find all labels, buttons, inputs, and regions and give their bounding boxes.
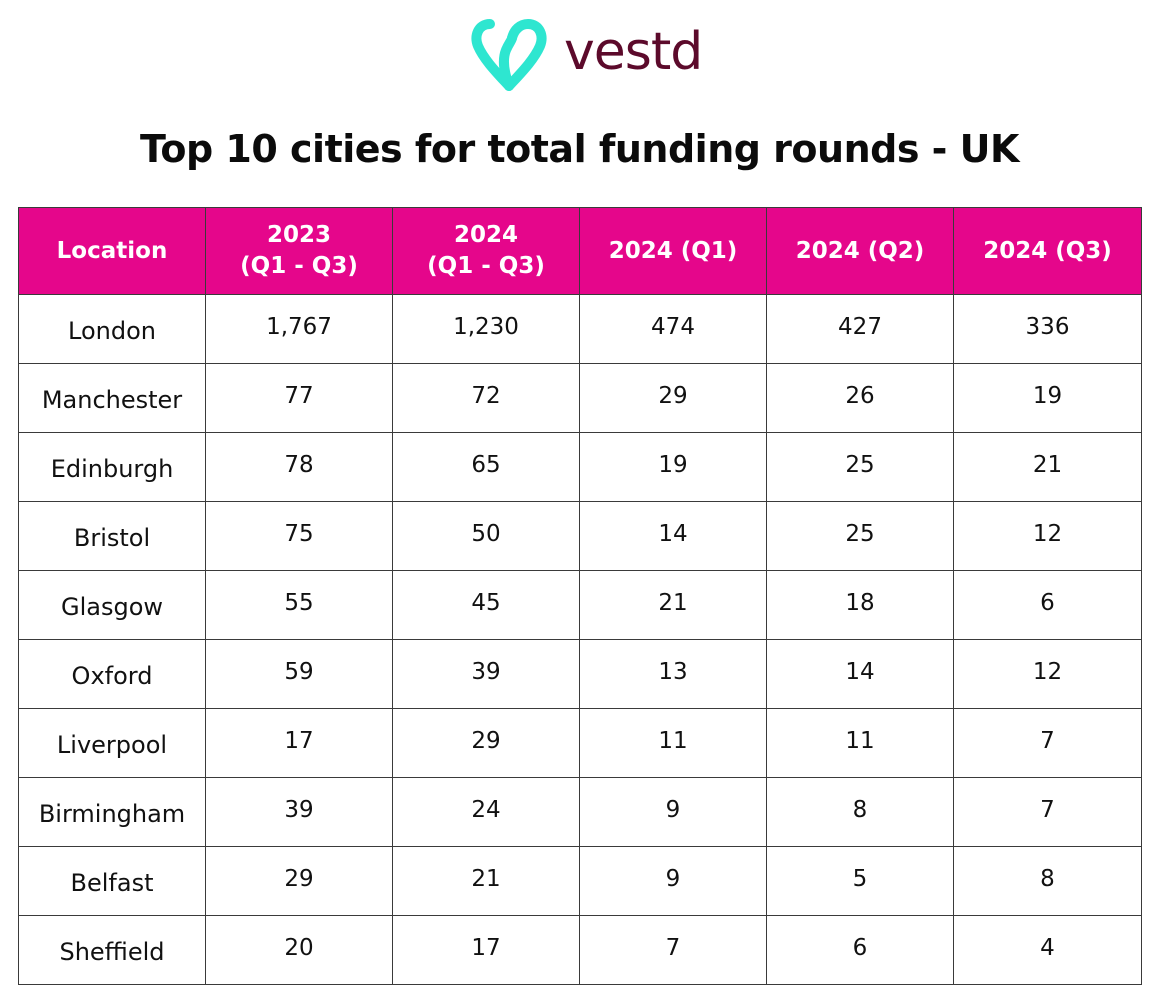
column-header: Location <box>18 207 206 295</box>
column-header-label: 2024 (Q1) <box>608 237 738 264</box>
column-header-label: 2023 <box>266 222 331 248</box>
value-cell: 39 <box>205 777 393 847</box>
column-header: 2024 (Q2) <box>766 207 954 295</box>
value-cell: 427 <box>766 294 954 364</box>
value-cell: 1,230 <box>392 294 580 364</box>
column-header: 2024 (Q3) <box>953 207 1142 295</box>
table-row: Birmingham 39 24 9 8 7 <box>18 777 1142 847</box>
value-cell: 7 <box>579 915 767 985</box>
location-cell: Bristol <box>18 501 206 571</box>
table-row: Bristol 75 50 14 25 12 <box>18 501 1142 571</box>
table-row: Belfast 29 21 9 5 8 <box>18 846 1142 916</box>
value-cell: 25 <box>766 501 954 571</box>
column-header: 2024 (Q1) <box>579 207 767 295</box>
value-cell: 4 <box>953 915 1142 985</box>
value-cell: 5 <box>766 846 954 916</box>
value-cell: 11 <box>766 708 954 778</box>
value-cell: 19 <box>579 432 767 502</box>
value-cell: 21 <box>392 846 580 916</box>
value-cell: 8 <box>766 777 954 847</box>
value-cell: 72 <box>392 363 580 433</box>
value-cell: 50 <box>392 501 580 571</box>
table-row: Liverpool 17 29 11 11 7 <box>18 708 1142 778</box>
table-body: London 1,767 1,230 474 427 336 Manchester 77 72 2… <box>18 294 1142 985</box>
value-cell: 17 <box>392 915 580 985</box>
value-cell: 12 <box>953 639 1142 709</box>
location-cell: London <box>18 294 206 364</box>
value-cell: 29 <box>205 846 393 916</box>
value-cell: 9 <box>579 777 767 847</box>
table-row: Oxford 59 39 13 14 12 <box>18 639 1142 709</box>
funding-table: Location 2023 (Q1 - Q3) 2024 (Q1 - Q3) 2024 (… <box>18 207 1142 985</box>
value-cell: 7 <box>953 708 1142 778</box>
table-header-row: Location 2023 (Q1 - Q3) 2024 (Q1 - Q3) 2024 (… <box>18 207 1142 295</box>
brand-name: vestd <box>564 22 703 82</box>
value-cell: 9 <box>579 846 767 916</box>
location-cell: Liverpool <box>18 708 206 778</box>
column-header-label: 2024 <box>453 222 518 248</box>
value-cell: 1,767 <box>205 294 393 364</box>
location-cell: Edinburgh <box>18 432 206 502</box>
column-header-label: Location <box>56 237 168 264</box>
value-cell: 17 <box>205 708 393 778</box>
value-cell: 24 <box>392 777 580 847</box>
table-row: Edinburgh 78 65 19 25 21 <box>18 432 1142 502</box>
column-header-label: 2024 (Q2) <box>795 237 925 264</box>
location-cell: Belfast <box>18 846 206 916</box>
value-cell: 29 <box>579 363 767 433</box>
value-cell: 25 <box>766 432 954 502</box>
column-header-sublabel: (Q1 - Q3) <box>427 253 545 279</box>
value-cell: 45 <box>392 570 580 640</box>
value-cell: 21 <box>953 432 1142 502</box>
value-cell: 14 <box>766 639 954 709</box>
value-cell: 19 <box>953 363 1142 433</box>
value-cell: 18 <box>766 570 954 640</box>
value-cell: 11 <box>579 708 767 778</box>
value-cell: 65 <box>392 432 580 502</box>
value-cell: 8 <box>953 846 1142 916</box>
value-cell: 7 <box>953 777 1142 847</box>
column-header: 2023 (Q1 - Q3) <box>205 207 393 295</box>
value-cell: 6 <box>953 570 1142 640</box>
table-row: London 1,767 1,230 474 427 336 <box>18 294 1142 364</box>
column-header-sublabel: (Q1 - Q3) <box>240 253 358 279</box>
value-cell: 6 <box>766 915 954 985</box>
value-cell: 20 <box>205 915 393 985</box>
location-cell: Sheffield <box>18 915 206 985</box>
location-cell: Birmingham <box>18 777 206 847</box>
value-cell: 77 <box>205 363 393 433</box>
table-row: Sheffield 20 17 7 6 4 <box>18 915 1142 985</box>
value-cell: 29 <box>392 708 580 778</box>
value-cell: 12 <box>953 501 1142 571</box>
page-title: Top 10 cities for total funding rounds -… <box>140 127 1019 171</box>
value-cell: 21 <box>579 570 767 640</box>
value-cell: 336 <box>953 294 1142 364</box>
value-cell: 59 <box>205 639 393 709</box>
value-cell: 26 <box>766 363 954 433</box>
location-cell: Oxford <box>18 639 206 709</box>
value-cell: 13 <box>579 639 767 709</box>
table-row: Glasgow 55 45 21 18 6 <box>18 570 1142 640</box>
vestd-heart-logo-icon <box>471 19 547 91</box>
column-header-label: 2024 (Q3) <box>983 237 1112 264</box>
table-row: Manchester 77 72 29 26 19 <box>18 363 1142 433</box>
vestd-logo: vestd <box>468 14 703 96</box>
value-cell: 474 <box>579 294 767 364</box>
value-cell: 55 <box>205 570 393 640</box>
location-cell: Glasgow <box>18 570 206 640</box>
value-cell: 75 <box>205 501 393 571</box>
value-cell: 39 <box>392 639 580 709</box>
column-header: 2024 (Q1 - Q3) <box>392 207 580 295</box>
value-cell: 14 <box>579 501 767 571</box>
value-cell: 78 <box>205 432 393 502</box>
location-cell: Manchester <box>18 363 206 433</box>
